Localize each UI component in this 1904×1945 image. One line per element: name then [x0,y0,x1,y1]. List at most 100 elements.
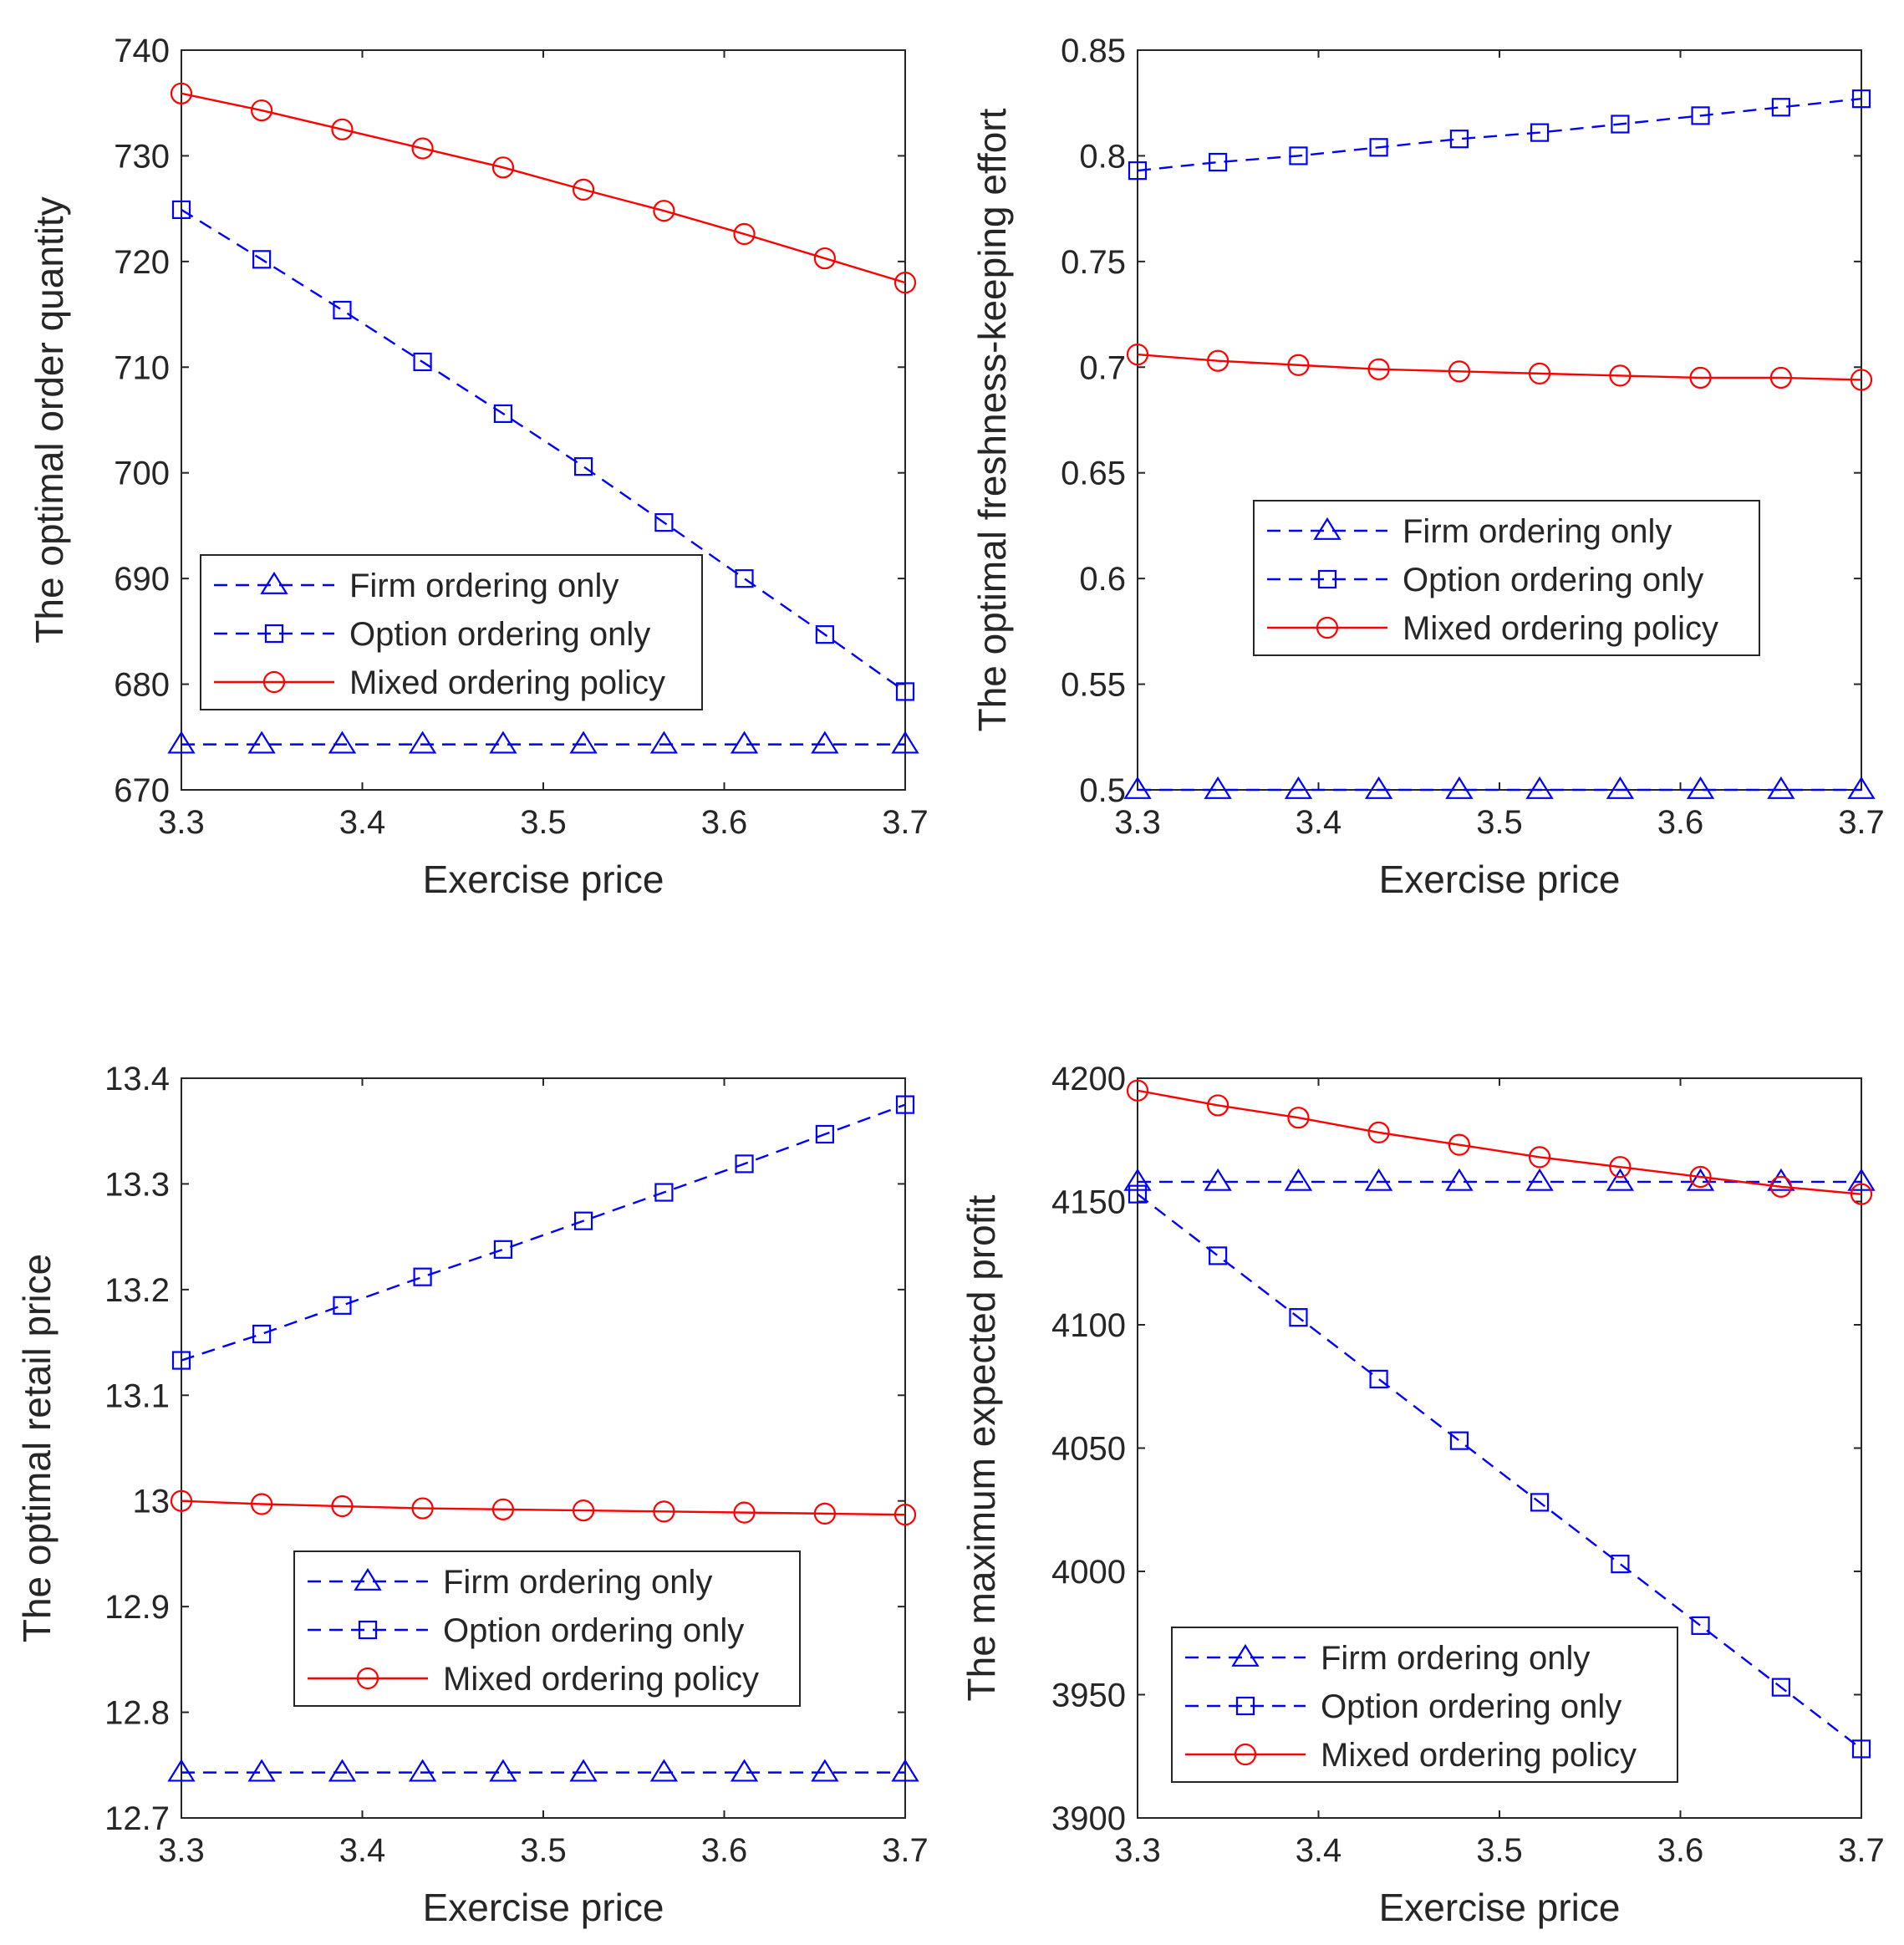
data-point-circle [1207,1094,1229,1117]
y-tick-label: 13.4 [104,1061,170,1097]
y-tick-label: 4050 [1051,1431,1126,1468]
data-point-triangle [1767,1168,1795,1191]
data-point-triangle [1364,1168,1393,1191]
data-point-square [1691,106,1710,125]
data-point-triangle [1445,776,1474,799]
plot-area [1137,49,1862,791]
series-option-ordering-only [171,200,915,701]
x-tick-label: 3.7 [1838,1832,1885,1869]
data-point-square [333,1296,352,1315]
data-point-circle [893,1504,917,1526]
data-point-circle [1207,349,1229,372]
y-axis-label: The maximum expected profit [960,1194,1003,1701]
data-point-triangle [811,1759,839,1782]
legend: Firm ordering only Option ordering only Mi… [200,554,703,710]
y-tick-label: 0.65 [1061,456,1126,492]
data-point-square [654,1183,674,1202]
y-tick-label: 13.1 [104,1377,170,1414]
chart-freshness-effort: 3.3 3.4 3.5 3.6 3.7 0.5 0.55 0.6 0.65 0.7 0.75 0.8 0… [970,33,1885,901]
data-point-circle [1287,1107,1310,1129]
data-point-circle [653,200,675,222]
x-tick-label: 3.3 [158,804,205,841]
data-point-square [1530,123,1550,142]
series-mixed-ordering-policy [1126,344,1873,391]
data-point-square [1851,89,1871,109]
data-point-triangle [1847,776,1876,799]
data-point-square [895,1095,915,1114]
data-point-square [1771,1678,1790,1697]
data-point-triangle [1606,1168,1635,1191]
x-tick-label: 3.5 [1476,1832,1523,1869]
y-tick-label: 730 [114,138,170,175]
data-point-circle [1448,360,1471,383]
legend-marker-triangle [260,571,288,594]
data-point-circle [331,118,354,140]
y-tick-label: 0.55 [1061,667,1126,704]
y-tick-label: 740 [114,33,170,69]
series-line [181,208,906,693]
data-point-square [1611,1555,1630,1574]
data-point-circle [331,1494,354,1518]
data-point-triangle [1204,1168,1232,1191]
data-point-triangle [1686,776,1715,799]
data-point-circle [491,1498,515,1520]
data-point-circle [1609,1156,1632,1179]
data-point-circle [1850,1183,1873,1205]
data-point-square [735,1154,754,1174]
data-point-triangle [1284,776,1313,799]
x-tick-label: 3.6 [701,804,748,841]
legend: Firm ordering only Option ordering only Mi… [293,1550,801,1707]
x-tick-label: 3.4 [1296,1832,1342,1869]
series-firm-ordering-only [167,731,919,754]
data-point-triangle [1606,776,1635,799]
y-axis-label: The optimal freshness-keeping effort [970,108,1014,731]
data-point-triangle [1525,1168,1554,1191]
data-point-circle [1367,1121,1390,1144]
data-point-triangle [1123,776,1152,799]
chart-order-quantity: 3.3 3.4 3.5 3.6 3.7 670 680 690 700 710 720 730 740 E… [28,33,929,901]
y-tick-label: 4150 [1051,1184,1126,1221]
x-tick-label: 3.6 [1657,1832,1704,1869]
legend-label: Firm ordering only [349,568,619,604]
y-tick-label: 0.75 [1061,244,1126,281]
y-tick-label: 13.2 [104,1272,170,1309]
x-tick-label: 3.4 [339,1832,386,1869]
y-tick-label: 12.8 [104,1695,170,1732]
data-point-circle [653,1500,675,1523]
data-point-square [1289,1308,1308,1327]
legend: Firm ordering only Option ordering only Mi… [1253,500,1760,656]
data-point-square [1449,130,1469,149]
x-tick-label: 3.5 [520,1832,567,1869]
data-point-triangle [649,1759,679,1782]
legend-marker-square [358,1620,378,1640]
y-tick-label: 0.8 [1079,138,1126,175]
data-point-triangle [891,1759,919,1782]
data-point-square [493,404,513,424]
data-point-square [493,1240,513,1259]
data-point-square [1209,152,1228,172]
y-tick-label: 0.6 [1079,561,1126,598]
data-point-triangle [1284,1168,1313,1191]
data-point-triangle [1847,1168,1876,1191]
legend-label: Option ordering only [1403,562,1703,598]
x-tick-label: 3.4 [339,804,386,841]
y-tick-label: 3900 [1051,1800,1126,1837]
data-point-square [413,1267,432,1286]
series-mixed-ordering-policy [170,1489,917,1526]
data-point-circle [1126,1079,1149,1102]
data-point-square [1128,161,1148,181]
x-tick-label: 3.4 [1296,804,1342,841]
legend-label: Mixed ordering policy [443,1661,759,1698]
data-point-triangle [489,731,517,754]
y-tick-label: 4100 [1051,1307,1126,1344]
series-mixed-ordering-policy [170,82,917,294]
y-tick-label: 0.5 [1079,772,1126,809]
data-point-square [1611,115,1630,134]
x-axis-label: Exercise price [1379,858,1621,901]
data-point-triangle [730,1759,759,1782]
data-point-square [815,625,834,644]
data-point-square [654,513,674,532]
legend-label: Firm ordering only [1403,513,1672,550]
data-point-square [1851,1739,1871,1759]
